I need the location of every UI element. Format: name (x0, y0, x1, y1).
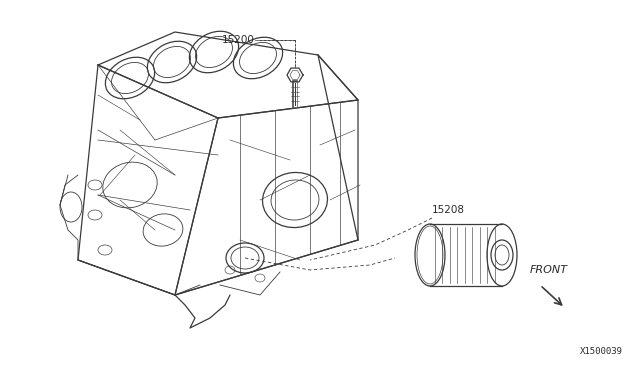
Text: FRONT: FRONT (530, 265, 568, 275)
Polygon shape (287, 68, 303, 82)
Text: X1500039: X1500039 (580, 347, 623, 356)
Text: 15208: 15208 (432, 205, 465, 215)
Text: 15200: 15200 (222, 35, 255, 45)
